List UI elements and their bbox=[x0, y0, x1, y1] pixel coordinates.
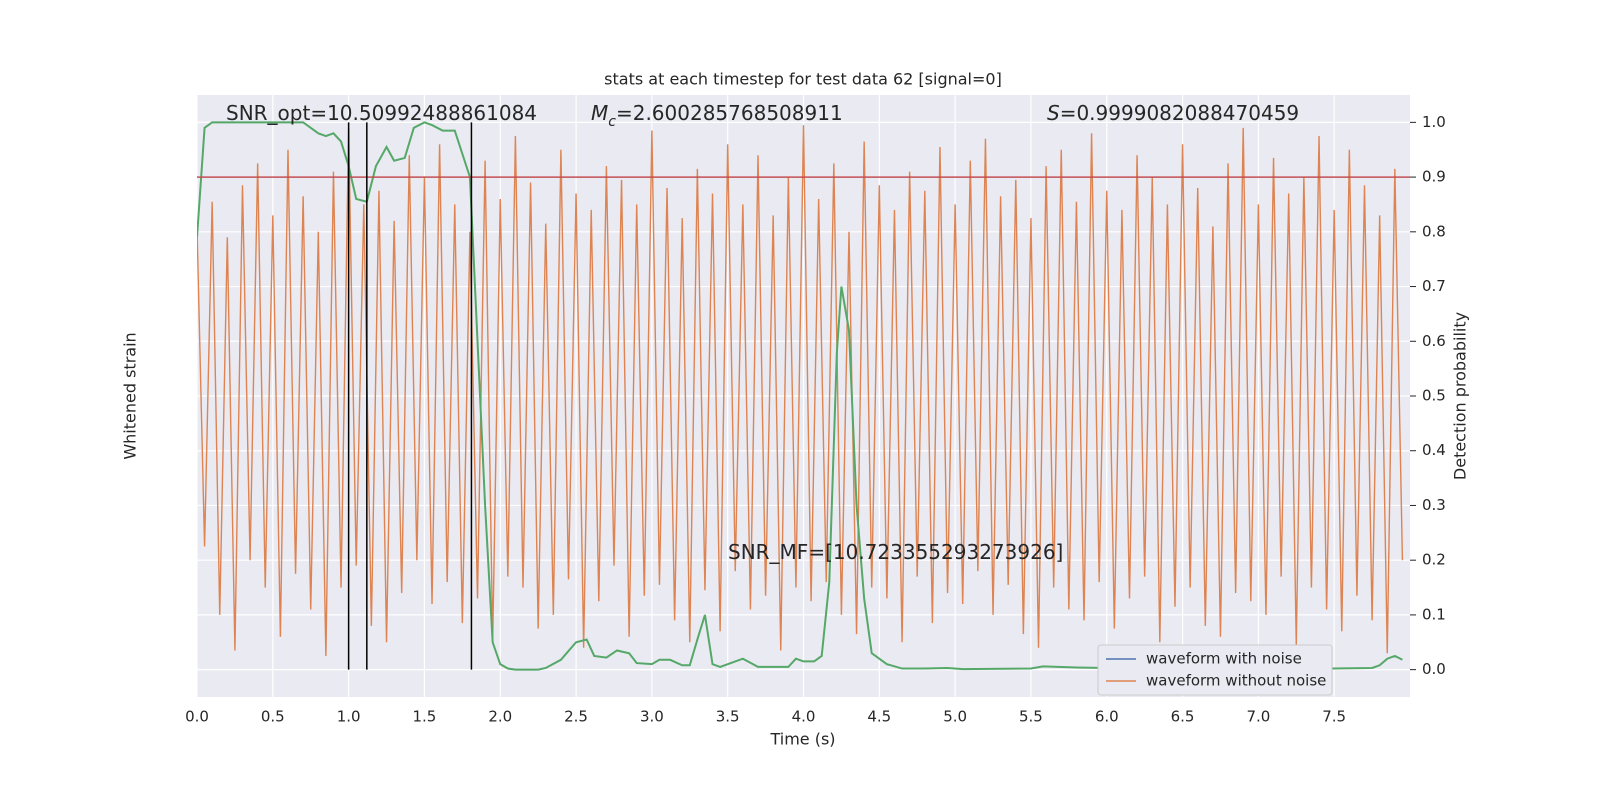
x-tick-label: 3.0 bbox=[640, 708, 664, 726]
y2-tick-label: 0.6 bbox=[1422, 332, 1446, 350]
y2-tick-label: 0.8 bbox=[1422, 222, 1446, 240]
x-tick-label: 0.5 bbox=[261, 708, 285, 726]
annotation: Mc=2.600285768508911 bbox=[591, 101, 843, 131]
annotation: S=0.9999082088470459 bbox=[1047, 101, 1299, 125]
y2-tick-label: 0.3 bbox=[1422, 496, 1446, 514]
y2-tick-label: 0.4 bbox=[1422, 441, 1446, 459]
x-tick-label: 0.0 bbox=[185, 708, 209, 726]
annotation-text: =0.9999082088470459 bbox=[1060, 101, 1299, 125]
annotation-subscript: c bbox=[608, 114, 616, 130]
y2-tick-label: 0.9 bbox=[1422, 168, 1446, 186]
y2-axis-label: Detection probability bbox=[1451, 312, 1470, 480]
x-tick-label: 6.5 bbox=[1171, 708, 1195, 726]
x-axis-label: Time (s) bbox=[769, 730, 835, 749]
x-tick-label: 7.0 bbox=[1246, 708, 1270, 726]
x-tick-label: 5.0 bbox=[943, 708, 967, 726]
x-tick-label: 4.0 bbox=[792, 708, 816, 726]
annotation-text: SNR_MF=[10.723355293273926] bbox=[728, 540, 1063, 564]
y2-tick-label: 0.2 bbox=[1422, 551, 1446, 569]
legend-label: waveform without noise bbox=[1146, 672, 1326, 690]
annotation: SNR_opt=10.50992488861084 bbox=[226, 101, 537, 125]
y2-tick-label: 0.0 bbox=[1422, 660, 1446, 678]
annotation-symbol: M bbox=[591, 101, 608, 125]
chart-title: stats at each timestep for test data 62 … bbox=[604, 70, 1002, 89]
legend-label: waveform with noise bbox=[1146, 650, 1302, 668]
legend-box bbox=[1097, 644, 1333, 696]
y2-tick-label: 0.7 bbox=[1422, 277, 1446, 295]
y2-tick-label: 0.5 bbox=[1422, 387, 1446, 405]
series-line bbox=[197, 125, 1404, 656]
x-tick-label: 6.0 bbox=[1095, 708, 1119, 726]
y2-tick-label: 0.1 bbox=[1422, 605, 1446, 623]
x-tick-label: 5.5 bbox=[1019, 708, 1043, 726]
x-tick-label: 3.5 bbox=[716, 708, 740, 726]
y2-tick-label: 1.0 bbox=[1422, 113, 1446, 131]
annotation: SNR_MF=[10.723355293273926] bbox=[728, 540, 1063, 564]
annotation-text: SNR_opt=10.50992488861084 bbox=[226, 101, 537, 125]
x-tick-label: 7.5 bbox=[1322, 708, 1346, 726]
x-tick-label: 1.0 bbox=[337, 708, 361, 726]
x-tick-label: 2.5 bbox=[564, 708, 588, 726]
x-tick-label: 2.0 bbox=[488, 708, 512, 726]
annotation-text: =2.600285768508911 bbox=[616, 101, 843, 125]
annotation-symbol: S bbox=[1047, 101, 1060, 125]
x-tick-label: 4.5 bbox=[867, 708, 891, 726]
x-tick-label: 1.5 bbox=[413, 708, 437, 726]
y-axis-label: Whitened strain bbox=[121, 332, 140, 459]
